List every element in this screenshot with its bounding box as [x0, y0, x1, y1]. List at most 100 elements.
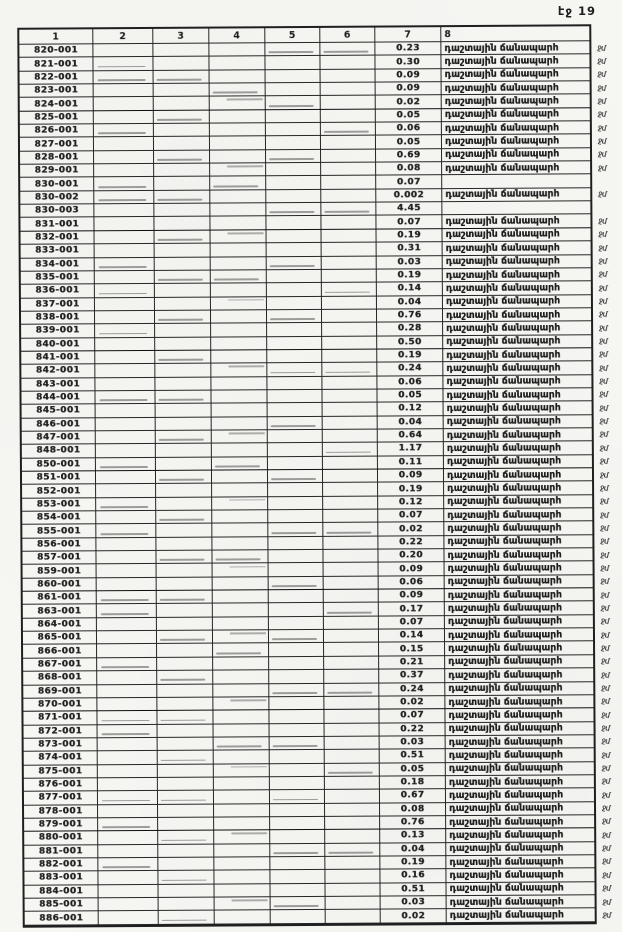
margin-note: ջմ	[600, 722, 611, 733]
road-label-cell: դաշտային ճանապարհ	[445, 228, 560, 241]
road-label-cell: դաշտային ճանապարհ	[445, 242, 560, 254]
margin-note: ջմ	[599, 442, 609, 453]
empty-cell	[210, 230, 267, 243]
empty-cell	[93, 70, 154, 84]
margin-note: ջմ	[596, 41, 607, 53]
empty-cell	[98, 884, 159, 898]
empty-cell	[213, 657, 270, 670]
empty-cell	[321, 189, 377, 203]
empty-cell	[94, 244, 155, 257]
empty-cell	[321, 202, 377, 216]
value-cell: 0.02	[380, 909, 447, 923]
empty-cell	[96, 497, 157, 511]
empty-cell	[321, 282, 377, 296]
empty-cell	[93, 57, 154, 70]
empty-cell	[96, 591, 157, 604]
header-col-5: 5	[265, 27, 321, 43]
empty-cell	[325, 869, 381, 883]
margin-note: ջմ	[598, 348, 609, 360]
header-col-2: 2	[93, 28, 154, 44]
empty-cell	[211, 363, 268, 377]
road-label-cell: դաշտային ճանապարհ	[448, 655, 563, 668]
empty-cell	[266, 149, 322, 163]
row-id-cell: 873-001	[23, 738, 98, 751]
row-id-cell: 824-001	[19, 97, 94, 111]
empty-cell	[270, 843, 326, 857]
empty-cell	[214, 830, 271, 844]
value-cell: 0.09	[375, 68, 442, 82]
row-id-cell: 884-001	[24, 884, 99, 898]
empty-cell	[96, 484, 157, 497]
empty-cell	[322, 442, 378, 456]
empty-cell	[155, 417, 212, 430]
margin-note: ջմ	[599, 468, 609, 480]
road-label-cell: դաշտային ճանապարհ	[447, 482, 562, 495]
value-cell: 0.07	[376, 215, 443, 229]
road-label-cell: դաշտային ճանապարհ	[449, 829, 564, 842]
margin-note: ջմ	[597, 188, 608, 200]
empty-cell	[266, 176, 322, 190]
margin-note: ջմ	[601, 855, 612, 867]
margin-note: ջմ	[600, 669, 611, 680]
empty-cell	[156, 617, 213, 631]
empty-cell	[97, 724, 158, 738]
margin-note: ջմ	[599, 455, 609, 467]
empty-cell	[322, 376, 378, 389]
empty-cell	[210, 216, 267, 230]
empty-cell	[95, 377, 156, 391]
empty-cell	[323, 509, 379, 523]
margin-note: ջմ	[601, 815, 611, 827]
empty-cell	[96, 550, 157, 564]
empty-cell	[323, 549, 379, 563]
empty-cell	[210, 190, 267, 203]
empty-cell	[322, 429, 378, 443]
empty-cell	[325, 829, 381, 843]
empty-cell	[157, 750, 214, 764]
empty-cell	[158, 910, 215, 924]
empty-cell	[322, 336, 378, 349]
value-cell: 0.06	[375, 122, 442, 135]
road-label-cell: դաշտային ճանապարհ	[448, 749, 563, 762]
empty-cell	[268, 630, 325, 643]
header-col-6: 6	[320, 27, 376, 42]
empty-cell	[323, 562, 379, 576]
row-id-cell: 846-001	[21, 417, 96, 431]
empty-cell	[321, 256, 377, 269]
row-id-cell: 871-001	[23, 711, 98, 725]
empty-cell	[320, 55, 376, 69]
empty-cell	[155, 323, 212, 337]
empty-cell	[213, 710, 270, 724]
empty-cell	[267, 389, 323, 403]
empty-cell	[269, 696, 325, 710]
road-label-cell: դաշտային ճանապարհ	[444, 122, 559, 134]
empty-cell	[321, 242, 377, 256]
margin-note: ջմ	[597, 242, 608, 253]
empty-cell	[265, 69, 321, 83]
row-id-cell: 839-001	[21, 324, 96, 338]
empty-cell	[323, 496, 379, 509]
row-id-cell: 861-001	[22, 591, 97, 605]
empty-cell	[325, 909, 381, 923]
empty-cell	[211, 403, 268, 417]
empty-cell	[212, 523, 269, 537]
empty-cell	[269, 670, 325, 683]
empty-cell	[213, 697, 270, 710]
empty-cell	[211, 376, 268, 390]
margin-note: ջմ	[597, 268, 608, 280]
page-number-label: էջ 19	[557, 4, 596, 18]
empty-cell	[268, 616, 324, 630]
margin-note: ջմ	[598, 402, 609, 413]
empty-cell	[265, 109, 321, 123]
margin-note: ջմ	[599, 482, 609, 493]
empty-cell	[93, 110, 154, 124]
empty-cell	[94, 270, 155, 284]
road-label-cell: դաշտային ճանապարհ	[446, 362, 561, 375]
empty-cell	[210, 203, 267, 217]
empty-cell	[212, 510, 269, 523]
road-label-cell: դաշտային ճանապարհ	[446, 389, 561, 401]
empty-cell	[158, 844, 215, 857]
empty-cell	[266, 283, 322, 296]
empty-cell	[154, 230, 211, 244]
empty-cell	[211, 430, 268, 443]
value-cell: 0.50	[377, 335, 444, 349]
